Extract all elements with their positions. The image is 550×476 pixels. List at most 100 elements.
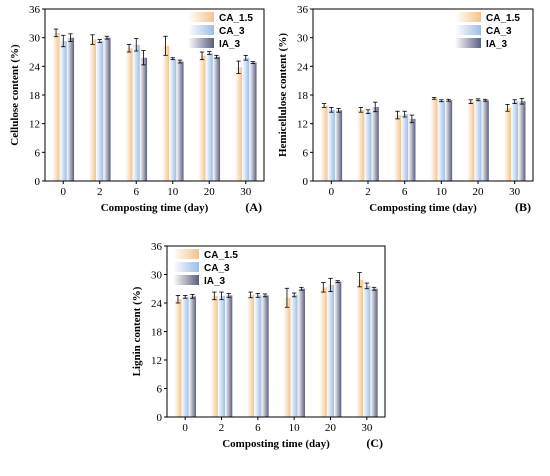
bar bbox=[430, 98, 438, 181]
x-tick-label: 30 bbox=[509, 186, 521, 198]
bar bbox=[234, 67, 243, 181]
legend-label: CA_1.5 bbox=[204, 250, 238, 261]
bar bbox=[319, 287, 327, 417]
bar bbox=[96, 41, 104, 182]
y-tick-label: 18 bbox=[151, 327, 163, 339]
bar bbox=[474, 99, 482, 181]
legend-swatch bbox=[173, 262, 199, 272]
y-tick-label: 18 bbox=[297, 90, 309, 102]
bar bbox=[290, 294, 298, 417]
y-tick-label: 30 bbox=[29, 33, 41, 45]
bar bbox=[242, 57, 250, 182]
bar bbox=[132, 44, 140, 181]
x-axis-label: Composting time (day) bbox=[101, 202, 209, 214]
bar bbox=[174, 299, 182, 417]
bar bbox=[444, 100, 453, 181]
y-tick-label: 36 bbox=[151, 241, 163, 253]
bar bbox=[125, 48, 133, 182]
x-tick-label: 20 bbox=[204, 186, 216, 198]
panel-label: (A) bbox=[245, 200, 262, 214]
x-tick-label: 30 bbox=[240, 186, 252, 198]
bar bbox=[371, 106, 379, 181]
bar bbox=[334, 281, 342, 418]
chart-panel-a: 0 2 6 10 20 30 0 6 12 18 24 30 36 Composting time (da… bbox=[9, 4, 265, 214]
bar bbox=[503, 107, 512, 181]
bar bbox=[327, 109, 335, 181]
x-tick-label: 20 bbox=[325, 422, 337, 434]
bar bbox=[59, 41, 67, 182]
legend-swatch bbox=[455, 38, 481, 48]
y-tick-label: 36 bbox=[297, 4, 309, 16]
legend-label: CA_3 bbox=[219, 26, 245, 37]
bar bbox=[326, 284, 335, 417]
y-tick-label: 12 bbox=[297, 119, 308, 131]
bar bbox=[210, 295, 218, 418]
bar bbox=[370, 288, 378, 417]
bar bbox=[249, 62, 257, 182]
bar bbox=[481, 100, 489, 181]
chart-panel-c: 0 2 6 10 20 30 0 6 12 18 24 30 36 Composting time (da… bbox=[131, 241, 386, 450]
bar bbox=[52, 32, 60, 181]
bar bbox=[225, 295, 233, 417]
legend-swatch bbox=[173, 249, 199, 259]
bar bbox=[247, 294, 255, 417]
bar bbox=[363, 285, 371, 417]
legend-swatch bbox=[188, 25, 214, 35]
x-axis-label: Composting time (day) bbox=[369, 202, 477, 214]
legend-label: IA_3 bbox=[486, 39, 508, 50]
bar bbox=[198, 55, 206, 181]
y-tick-label: 6 bbox=[157, 384, 163, 396]
bar bbox=[356, 279, 364, 417]
legend-swatch bbox=[188, 38, 214, 48]
bar bbox=[408, 118, 416, 181]
y-tick-label: 30 bbox=[151, 270, 163, 282]
legend-swatch bbox=[173, 275, 199, 285]
x-tick-label: 30 bbox=[361, 422, 373, 434]
bar bbox=[283, 297, 291, 417]
bar bbox=[261, 295, 269, 417]
x-tick-label: 2 bbox=[219, 422, 225, 434]
legend-label: CA_1.5 bbox=[219, 13, 253, 24]
x-tick-label: 20 bbox=[473, 186, 485, 198]
x-tick-label: 10 bbox=[436, 186, 448, 198]
x-tick-label: 10 bbox=[289, 422, 301, 434]
chart-panel-b: 0 2 6 10 20 30 0 6 12 18 24 30 36 Composting time (da… bbox=[277, 4, 534, 214]
bar bbox=[217, 295, 226, 418]
legend-label: CA_3 bbox=[486, 26, 512, 37]
y-axis-label: Hemicellulose content (%) bbox=[277, 33, 289, 157]
x-tick-label: 0 bbox=[182, 422, 188, 434]
legend-label: IA_3 bbox=[219, 39, 241, 50]
bar bbox=[511, 101, 519, 181]
bar bbox=[357, 109, 365, 181]
y-tick-label: 30 bbox=[297, 33, 309, 45]
y-tick-label: 24 bbox=[29, 61, 41, 73]
bar bbox=[66, 37, 75, 181]
x-tick-label: 10 bbox=[167, 186, 179, 198]
y-tick-label: 0 bbox=[303, 176, 309, 188]
y-tick-label: 12 bbox=[151, 355, 162, 367]
x-tick-label: 6 bbox=[255, 422, 261, 434]
x-tick-label: 0 bbox=[329, 186, 335, 198]
bar bbox=[139, 57, 148, 182]
plot-frame bbox=[166, 245, 386, 418]
y-tick-label: 18 bbox=[29, 90, 41, 102]
bar bbox=[176, 61, 184, 182]
bar bbox=[169, 58, 177, 181]
legend-label: IA_3 bbox=[204, 276, 226, 287]
y-axis-label: Lignin content (%) bbox=[131, 286, 143, 376]
y-tick-label: 6 bbox=[303, 147, 309, 159]
legend-label: CA_3 bbox=[204, 263, 230, 274]
bar bbox=[518, 101, 526, 181]
bar bbox=[181, 296, 189, 417]
bar bbox=[297, 288, 305, 417]
x-tick-label: 0 bbox=[61, 186, 67, 198]
bar bbox=[88, 39, 97, 181]
y-tick-label: 36 bbox=[29, 4, 41, 16]
bar bbox=[401, 114, 409, 181]
bar bbox=[161, 45, 170, 181]
bar bbox=[320, 105, 328, 181]
bar bbox=[103, 37, 111, 181]
x-tick-label: 6 bbox=[134, 186, 140, 198]
bar bbox=[364, 111, 372, 181]
legend-label: CA_1.5 bbox=[486, 13, 520, 24]
